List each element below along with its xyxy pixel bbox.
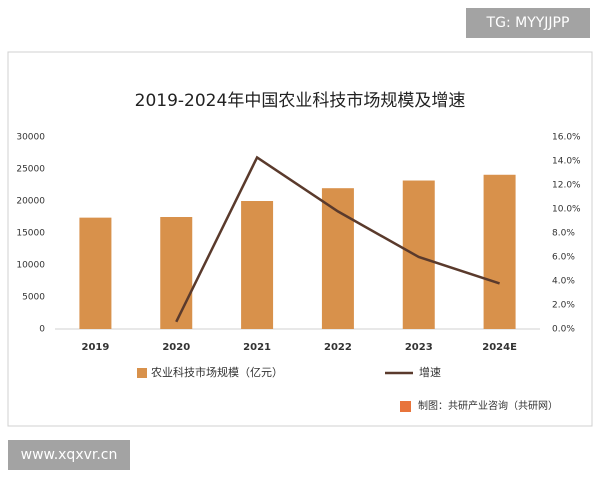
x-tick-label: 2023 <box>405 342 433 353</box>
y2-tick-label: 8.0% <box>552 229 575 239</box>
chart-title: 2019-2024年中国农业科技市场规模及增速 <box>135 91 466 111</box>
bar <box>79 217 112 329</box>
y-tick-label: 15000 <box>16 229 45 239</box>
y2-tick-label: 6.0% <box>552 253 575 263</box>
legend-label: 农业科技市场规模（亿元） <box>151 365 283 379</box>
y2-tick-label: 14.0% <box>552 157 581 167</box>
y2-tick-label: 4.0% <box>552 277 575 287</box>
y2-tick-label: 0.0% <box>552 325 575 335</box>
y2-tick-label: 10.0% <box>552 205 581 215</box>
x-tick-label: 2024E <box>482 342 517 353</box>
y-tick-label: 0 <box>39 325 45 335</box>
y-tick-label: 25000 <box>16 165 45 175</box>
y2-tick-label: 16.0% <box>552 133 581 143</box>
source-icon <box>400 401 411 412</box>
bar <box>321 188 354 329</box>
source: 制图：共研产业咨询（共研网） <box>418 399 558 412</box>
y-tick-label: 5000 <box>22 293 45 303</box>
x-tick-label: 2020 <box>162 342 190 353</box>
bar <box>483 174 516 329</box>
bar <box>160 217 193 329</box>
bar <box>402 180 435 329</box>
y-tick-label: 20000 <box>16 197 45 207</box>
watermark: TG: MYYJJPP <box>466 8 590 38</box>
y-tick-label: 30000 <box>16 133 45 143</box>
legend-swatch <box>137 368 147 378</box>
y-tick-label: 10000 <box>16 261 45 271</box>
x-tick-label: 2021 <box>243 342 271 353</box>
x-tick-label: 2022 <box>324 342 352 353</box>
y2-tick-label: 2.0% <box>552 301 575 311</box>
x-tick-label: 2019 <box>81 342 109 353</box>
line <box>175 155 500 323</box>
y2-tick-label: 12.0% <box>552 181 581 191</box>
legend-label: 增速 <box>419 365 441 379</box>
website: www.xqxvr.cn <box>8 440 130 470</box>
bar <box>241 201 274 329</box>
